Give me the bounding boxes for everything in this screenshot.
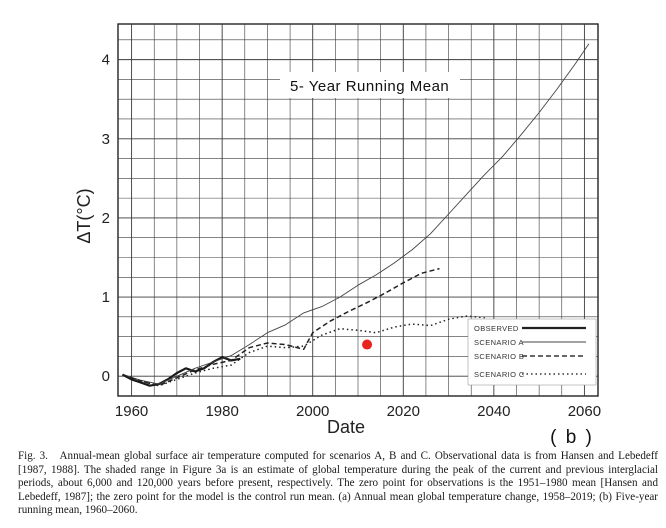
annotations xyxy=(362,339,373,350)
annotation-red-dot xyxy=(362,339,373,350)
legend-label-observed: OBSERVED xyxy=(474,324,519,333)
series-line-scenario-a xyxy=(122,43,590,385)
figure-caption: Fig. 3. Annual-mean global surface air t… xyxy=(18,450,658,518)
y-tick-label: 0 xyxy=(102,368,110,385)
x-tick-label: 2020 xyxy=(387,403,420,420)
x-axis-title: Date xyxy=(327,417,365,437)
panel-label: ( b ) xyxy=(550,427,594,448)
legend-label-scenario-c: SCENARIO C xyxy=(474,370,525,379)
y-axis-title: ΔT(°C) xyxy=(74,188,94,243)
x-tick-label: 1980 xyxy=(205,403,238,420)
y-tick-label: 1 xyxy=(102,289,110,306)
y-tick-label: 2 xyxy=(102,210,110,227)
title-backing xyxy=(280,72,460,98)
y-tick-label: 3 xyxy=(102,131,110,148)
y-tick-label: 4 xyxy=(102,52,110,69)
legend-label-scenario-b: SCENARIO B xyxy=(474,352,524,361)
caption-figure-number: Fig. 3. xyxy=(18,450,48,462)
series-line-scenario-b xyxy=(122,267,440,387)
series-group xyxy=(121,43,590,387)
series-line-scenario-c xyxy=(122,315,485,387)
legend: OBSERVED SCENARIO A SCENARIO B SCENARIO … xyxy=(467,318,597,386)
legend-label-scenario-a: SCENARIO A xyxy=(474,338,524,347)
chart-title: 5- Year Running Mean xyxy=(290,78,449,95)
axis-ticks: 1960 1980 2000 2020 2040 2060 0 1 2 3 4 xyxy=(102,52,601,420)
caption-text: Annual-mean global surface air temperatu… xyxy=(18,450,658,517)
x-tick-label: 2040 xyxy=(477,403,510,420)
x-tick-label: 1960 xyxy=(115,403,148,420)
x-tick-label: 2000 xyxy=(296,403,329,420)
x-tick-label: 2060 xyxy=(568,403,601,420)
series-line-observed xyxy=(121,356,241,387)
